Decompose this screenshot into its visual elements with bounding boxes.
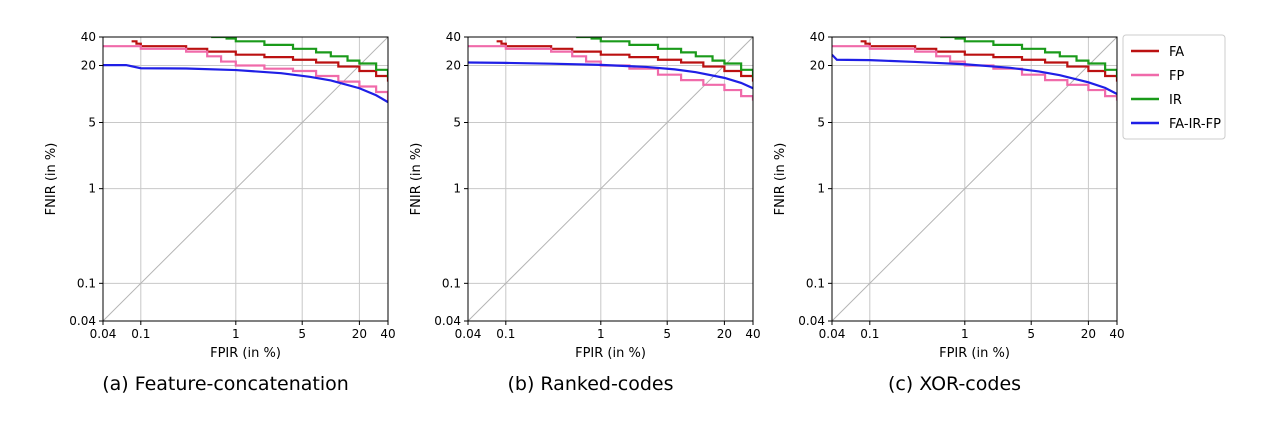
- legend-label-fa-ir-fp: FA-IR-FP: [1169, 117, 1221, 132]
- legend: FA FP IR FA-IR-FP: [1122, 34, 1226, 140]
- plot-frame: [467, 36, 754, 322]
- x-tick-label: 40: [380, 327, 395, 341]
- y-tick-label: 0.1: [806, 276, 825, 290]
- series-line-fa-ir-fp: [468, 61, 753, 90]
- plot-frame: [102, 36, 389, 322]
- x-tick-label: 40: [745, 327, 760, 341]
- y-tick-label: 20: [810, 58, 825, 72]
- y-tick-label: 0.04: [69, 314, 96, 328]
- y-axis-label: FNIR (in %): [44, 143, 59, 216]
- x-axis-label: FPIR (in %): [210, 346, 281, 361]
- x-tick-label: 0.04: [819, 327, 846, 341]
- x-tick-label: 20: [352, 327, 367, 341]
- series-line-fp: [103, 45, 388, 101]
- y-tick-label: 0.04: [798, 314, 825, 328]
- x-axis-label: FPIR (in %): [575, 346, 646, 361]
- y-tick-label: 5: [453, 115, 461, 129]
- y-tick-label: 20: [81, 58, 96, 72]
- y-tick-label: 40: [81, 30, 96, 44]
- x-tick-label: 0.04: [455, 327, 482, 341]
- y-axis-label: FNIR (in %): [409, 143, 424, 216]
- y-tick-label: 0.1: [77, 276, 96, 290]
- series-line-ir: [576, 37, 753, 78]
- plot-frame: [831, 36, 1118, 322]
- x-tick-label: 40: [1109, 327, 1124, 341]
- y-tick-label: 1: [88, 182, 96, 196]
- series-line-ir: [940, 37, 1117, 78]
- x-axis-label: FPIR (in %): [939, 346, 1010, 361]
- legend-label-fp: FP: [1169, 69, 1184, 84]
- x-tick-label: 20: [717, 327, 732, 341]
- x-tick-label: 5: [1027, 327, 1035, 341]
- legend-label-fa: FA: [1169, 45, 1184, 60]
- chart-panel-3: 0.04 0.1 1 5 20 40 0.04 0.1 1 5 20 40 FPIR (in %) FNI…: [773, 30, 1125, 395]
- y-axis-label: FNIR (in %): [773, 143, 788, 216]
- panel-caption: (b) Ranked-codes: [507, 373, 673, 395]
- y-tick-label: 40: [810, 30, 825, 44]
- legend-box: [1122, 34, 1226, 140]
- x-tick-label: 20: [1081, 327, 1096, 341]
- series-line-fp: [832, 45, 1117, 101]
- series-line-fa-ir-fp: [103, 63, 388, 104]
- series-line-fp: [468, 45, 753, 101]
- x-tick-label: 1: [232, 327, 240, 341]
- y-tick-label: 1: [453, 182, 461, 196]
- y-tick-label: 40: [446, 30, 461, 44]
- x-tick-label: 0.04: [90, 327, 117, 341]
- y-tick-label: 20: [446, 58, 461, 72]
- x-tick-label: 1: [597, 327, 605, 341]
- y-tick-label: 5: [88, 115, 96, 129]
- reference-diagonal: [468, 37, 753, 321]
- reference-diagonal: [103, 37, 388, 321]
- chart-panel-1: 0.04 0.1 1 5 20 40 0.04 0.1 1 5 20 40 FPIR (in %) FNI…: [44, 30, 396, 395]
- panel-caption: (c) XOR-codes: [888, 373, 1021, 395]
- x-tick-label: 1: [961, 327, 969, 341]
- chart-panel-2: 0.04 0.1 1 5 20 40 0.04 0.1 1 5 20 40 FPIR (in %) FNI…: [409, 30, 761, 395]
- y-tick-label: 5: [817, 115, 825, 129]
- y-tick-label: 0.04: [434, 314, 461, 328]
- x-tick-label: 0.1: [860, 327, 879, 341]
- y-tick-label: 0.1: [442, 276, 461, 290]
- x-tick-label: 5: [298, 327, 306, 341]
- series-line-fa-ir-fp: [832, 53, 1117, 95]
- x-tick-label: 0.1: [131, 327, 150, 341]
- x-tick-label: 5: [663, 327, 671, 341]
- y-tick-label: 1: [817, 182, 825, 196]
- legend-label-ir: IR: [1169, 93, 1182, 108]
- series-line-ir: [211, 37, 388, 78]
- x-tick-label: 0.1: [496, 327, 515, 341]
- panel-caption: (a) Feature-concatenation: [102, 373, 349, 395]
